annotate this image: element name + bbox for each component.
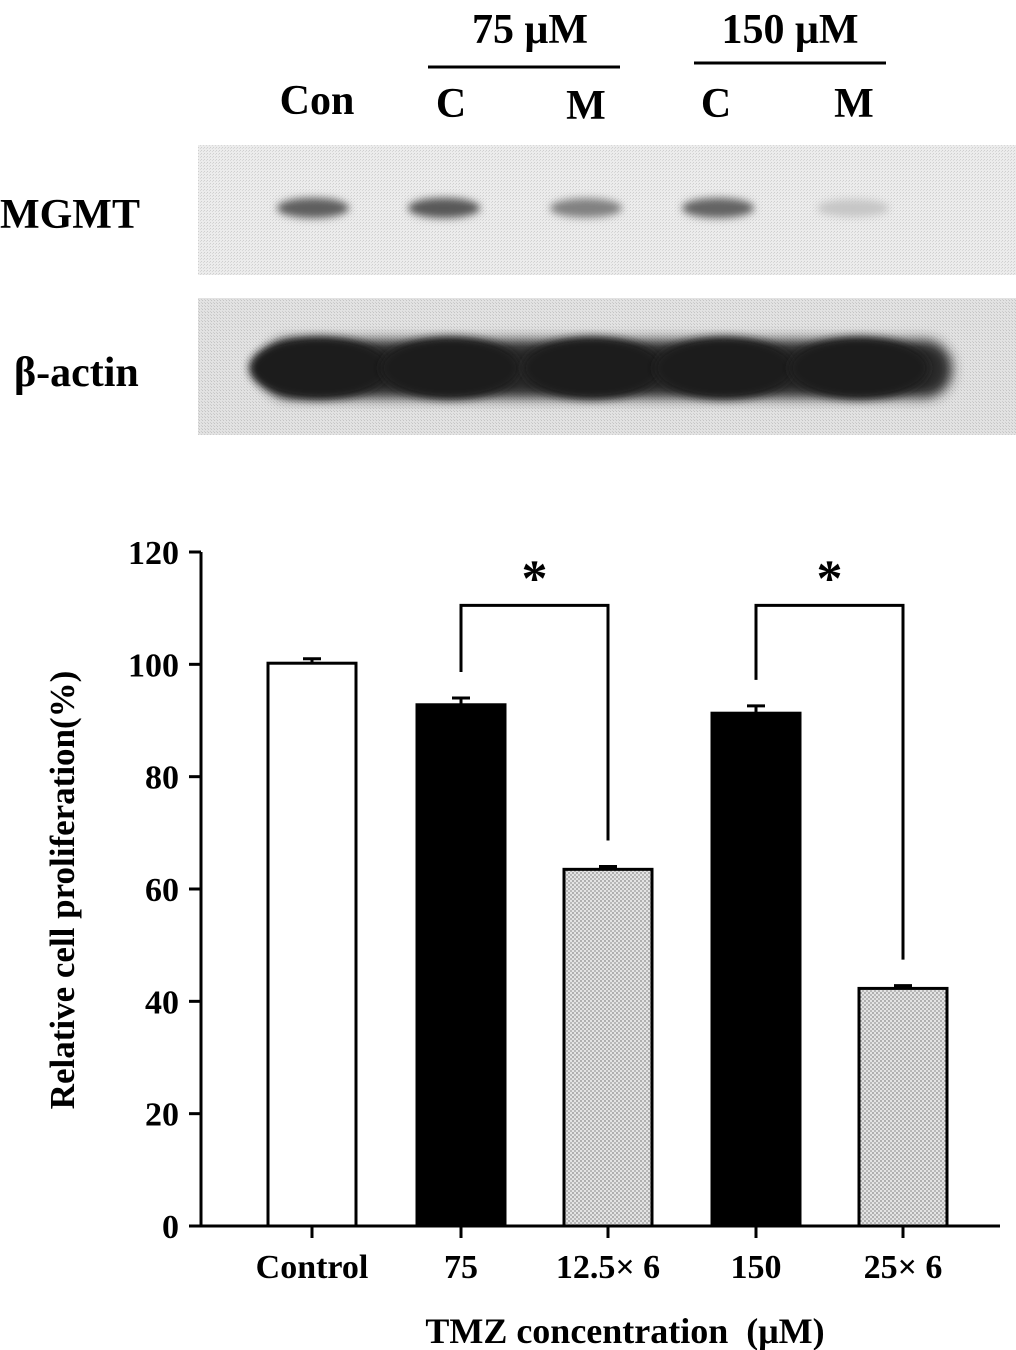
mgmt-band xyxy=(682,197,754,219)
y-tick-label: 80 xyxy=(145,760,179,797)
y-tick-label: 40 xyxy=(145,984,179,1021)
actin-bands xyxy=(249,337,952,399)
lane-label-con: Con xyxy=(280,78,355,124)
x-tick-label: 25× 6 xyxy=(864,1249,943,1286)
mgmt-band xyxy=(550,198,622,218)
lane-label-c2: C xyxy=(701,81,731,127)
bar-chart: Relative cell proliferation(%) TMZ conce… xyxy=(43,535,1000,1350)
bar xyxy=(266,661,358,1228)
y-tick-label: 120 xyxy=(128,535,179,572)
significance-star: * xyxy=(522,550,548,607)
row-label-actin: β-actin xyxy=(14,350,139,396)
mgmt-band xyxy=(408,197,480,219)
bar xyxy=(857,986,949,1228)
actin-band xyxy=(249,337,389,399)
actin-band xyxy=(654,337,794,399)
y-tick-label: 60 xyxy=(145,872,179,909)
mgmt-band xyxy=(817,199,889,217)
x-axis: Control 75 12.5× 6 150 25× 6 xyxy=(201,1224,1000,1286)
bar xyxy=(415,703,507,1228)
bars xyxy=(266,657,949,1228)
y-axis-label: Relative cell proliferation(%) xyxy=(43,671,82,1110)
y-tick-label: 100 xyxy=(128,647,179,684)
x-tick-label: 12.5× 6 xyxy=(556,1249,660,1286)
western-blot-panel: Con 75 μM 150 μM C M C M MGMT β-actin xyxy=(0,7,1016,435)
y-tick-label: 20 xyxy=(145,1097,179,1134)
lane-label-m1: M xyxy=(566,83,606,129)
lane-label-c1: C xyxy=(436,81,466,127)
y-axis: 0 20 40 60 80 100 120 xyxy=(128,535,203,1246)
lane-label-m2: M xyxy=(834,81,874,127)
group-label-150: 150 μM xyxy=(722,7,859,53)
actin-band xyxy=(789,337,929,399)
mgmt-bands xyxy=(277,197,889,219)
x-tick-label: Control xyxy=(256,1249,369,1286)
group-label-75: 75 μM xyxy=(472,7,588,53)
mgmt-band xyxy=(277,197,349,219)
significance-bracket xyxy=(459,603,610,841)
y-tick-label: 0 xyxy=(162,1209,179,1246)
row-label-mgmt: MGMT xyxy=(0,192,140,238)
x-axis-label: TMZ concentration (μM) xyxy=(425,1311,824,1350)
bar xyxy=(562,867,654,1228)
actin-band xyxy=(380,337,520,399)
x-tick-label: 150 xyxy=(731,1249,782,1286)
significance-bracket xyxy=(754,603,905,960)
actin-band xyxy=(522,337,662,399)
bar xyxy=(710,711,802,1228)
significance-star: * xyxy=(817,550,843,607)
x-tick-label: 75 xyxy=(444,1249,478,1286)
significance-brackets: * * xyxy=(459,550,905,960)
